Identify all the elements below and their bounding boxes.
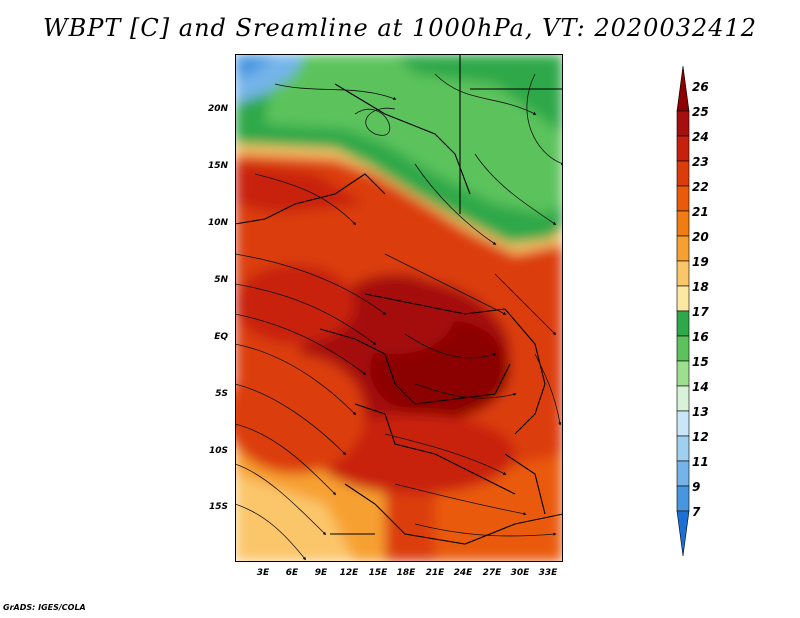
colorbar-segment-25 xyxy=(676,110,690,137)
lon-label-18e: 18E xyxy=(396,568,416,578)
lon-label-9e: 9E xyxy=(314,568,328,578)
colorbar-segment-22 xyxy=(676,185,690,212)
colorbar-label-7: 7 xyxy=(692,505,701,519)
lon-label-30e: 30E xyxy=(510,568,530,578)
lat-label-5s: 5S xyxy=(215,389,228,399)
colorbar-segment-11 xyxy=(676,460,690,487)
lat-label-10n: 10N xyxy=(207,218,228,228)
colorbar xyxy=(676,65,690,557)
colorbar-label-18: 18 xyxy=(692,280,709,294)
lat-label-10s: 10S xyxy=(208,446,228,456)
grads-credit: GrADS: IGES/COLA xyxy=(3,603,86,612)
lat-label-15s: 15S xyxy=(208,502,228,512)
lon-label-6e: 6E xyxy=(285,568,299,578)
colorbar-segment-18 xyxy=(676,285,690,312)
lat-label-eq: EQ xyxy=(214,332,228,342)
temperature-shading xyxy=(235,54,563,562)
colorbar-segment-12 xyxy=(676,435,690,462)
colorbar-segment-7 xyxy=(676,510,690,557)
lon-label-24e: 24E xyxy=(453,568,473,578)
wbpt-field-map xyxy=(235,54,563,562)
colorbar-label-24: 24 xyxy=(692,130,709,144)
colorbar-label-13: 13 xyxy=(692,405,709,419)
colorbar-segment-16 xyxy=(676,335,690,362)
colorbar-segment-26 xyxy=(676,65,690,112)
colorbar-segment-15 xyxy=(676,360,690,387)
country-borders xyxy=(235,54,563,545)
streamlines xyxy=(235,73,563,561)
colorbar-segment-23 xyxy=(676,160,690,187)
colorbar-label-16: 16 xyxy=(692,330,709,344)
colorbar-label-23: 23 xyxy=(692,155,709,169)
map-title: WBPT [C] and Sreamline at 1000hPa, VT: 2… xyxy=(42,14,758,42)
colorbar-label-20: 20 xyxy=(692,230,709,244)
colorbar-label-12: 12 xyxy=(692,430,709,444)
lon-label-12e: 12E xyxy=(339,568,359,578)
colorbar-segment-17 xyxy=(676,310,690,337)
colorbar-label-9: 9 xyxy=(692,480,701,494)
colorbar-segment-24 xyxy=(676,135,690,162)
colorbar-label-19: 19 xyxy=(692,255,709,269)
colorbar-label-26: 26 xyxy=(692,80,709,94)
colorbar-segment-19 xyxy=(676,260,690,287)
lon-label-33e: 33E xyxy=(538,568,558,578)
colorbar-segment-9 xyxy=(676,485,690,512)
colorbar-label-25: 25 xyxy=(692,105,709,119)
lon-label-21e: 21E xyxy=(425,568,445,578)
colorbar-label-21: 21 xyxy=(692,205,709,219)
colorbar-label-22: 22 xyxy=(692,180,709,194)
colorbar-label-14: 14 xyxy=(692,380,709,394)
colorbar-label-17: 17 xyxy=(692,305,709,319)
colorbar-segment-21 xyxy=(676,210,690,237)
lat-label-5n: 5N xyxy=(214,275,228,285)
lat-label-20n: 20N xyxy=(207,104,228,114)
colorbar-segment-13 xyxy=(676,410,690,437)
colorbar-segments xyxy=(676,65,690,557)
colorbar-segment-14 xyxy=(676,385,690,412)
colorbar-segment-20 xyxy=(676,235,690,262)
colorbar-label-11: 11 xyxy=(692,455,709,469)
lon-label-27e: 27E xyxy=(482,568,502,578)
colorbar-label-15: 15 xyxy=(692,355,709,369)
lon-label-15e: 15E xyxy=(368,568,388,578)
lat-label-15n: 15N xyxy=(207,161,228,171)
map-panel xyxy=(235,54,563,562)
lon-label-3e: 3E xyxy=(256,568,270,578)
